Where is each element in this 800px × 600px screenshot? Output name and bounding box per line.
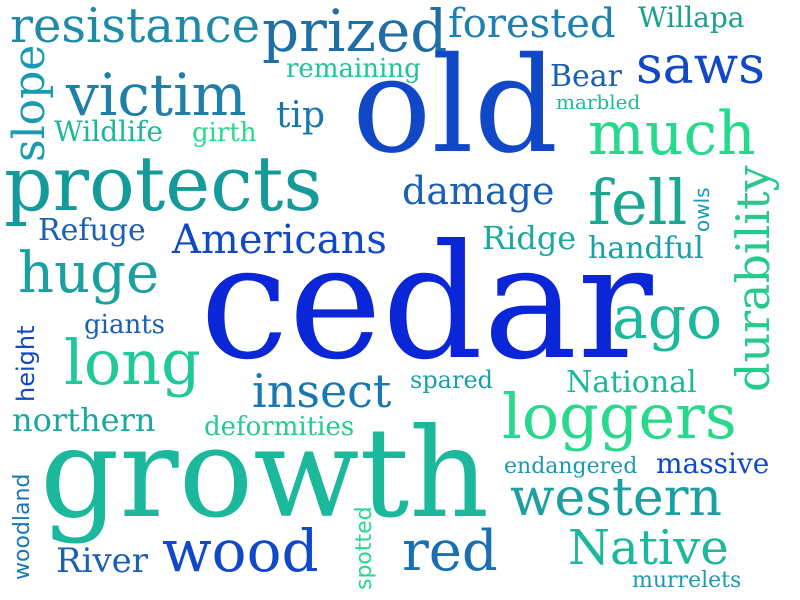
word-fell: fell (588, 166, 688, 239)
word-protects: protects (4, 139, 323, 228)
word-cedar: cedar (200, 211, 653, 395)
word-giants: giants (84, 310, 165, 340)
word-national: National (566, 365, 697, 400)
word-growth: growth (40, 402, 490, 546)
word-northern: northern (12, 401, 156, 439)
word-saws: saws (636, 36, 765, 96)
word-woodland: woodland (10, 473, 35, 580)
word-ridge: Ridge (482, 219, 577, 257)
word-refuge: Refuge (38, 213, 146, 248)
word-forested: forested (448, 1, 616, 47)
word-americans: Americans (172, 217, 387, 263)
word-spotted: spotted (352, 506, 377, 590)
word-endangered: endangered (504, 454, 638, 479)
word-murrelets: murrelets (632, 568, 742, 593)
word-wildlife: Wildlife (54, 115, 163, 148)
word-durability: durability (726, 165, 780, 392)
word-damage: damage (402, 169, 555, 213)
word-prized: prized (262, 0, 448, 65)
word-huge: huge (18, 241, 160, 306)
word-western: western (510, 468, 722, 528)
word-marbled: marbled (556, 90, 641, 114)
word-resistance: resistance (10, 0, 261, 54)
word-red: red (402, 519, 498, 584)
word-height: height (12, 325, 40, 403)
word-river: River (56, 541, 149, 581)
word-much: much (588, 99, 756, 169)
word-owls: owls (690, 187, 714, 232)
word-tip: tip (276, 95, 326, 136)
word-native: Native (568, 520, 729, 576)
word-handful: handful (588, 231, 704, 266)
word-victim: victim (66, 61, 247, 129)
word-willapa: Willapa (638, 1, 745, 34)
word-loggers: loggers (502, 380, 737, 453)
word-spared: spared (410, 366, 494, 394)
word-girth: girth (192, 118, 257, 148)
word-massive: massive (656, 447, 770, 480)
word-old: old (352, 29, 559, 183)
word-wood: wood (162, 517, 319, 585)
word-remaining: remaining (286, 54, 421, 84)
word-insect: insect (252, 364, 392, 418)
word-long: long (64, 326, 201, 399)
word-ago: ago (612, 283, 723, 353)
word-bear: Bear (550, 59, 623, 94)
word-deformities: deformities (204, 412, 355, 442)
